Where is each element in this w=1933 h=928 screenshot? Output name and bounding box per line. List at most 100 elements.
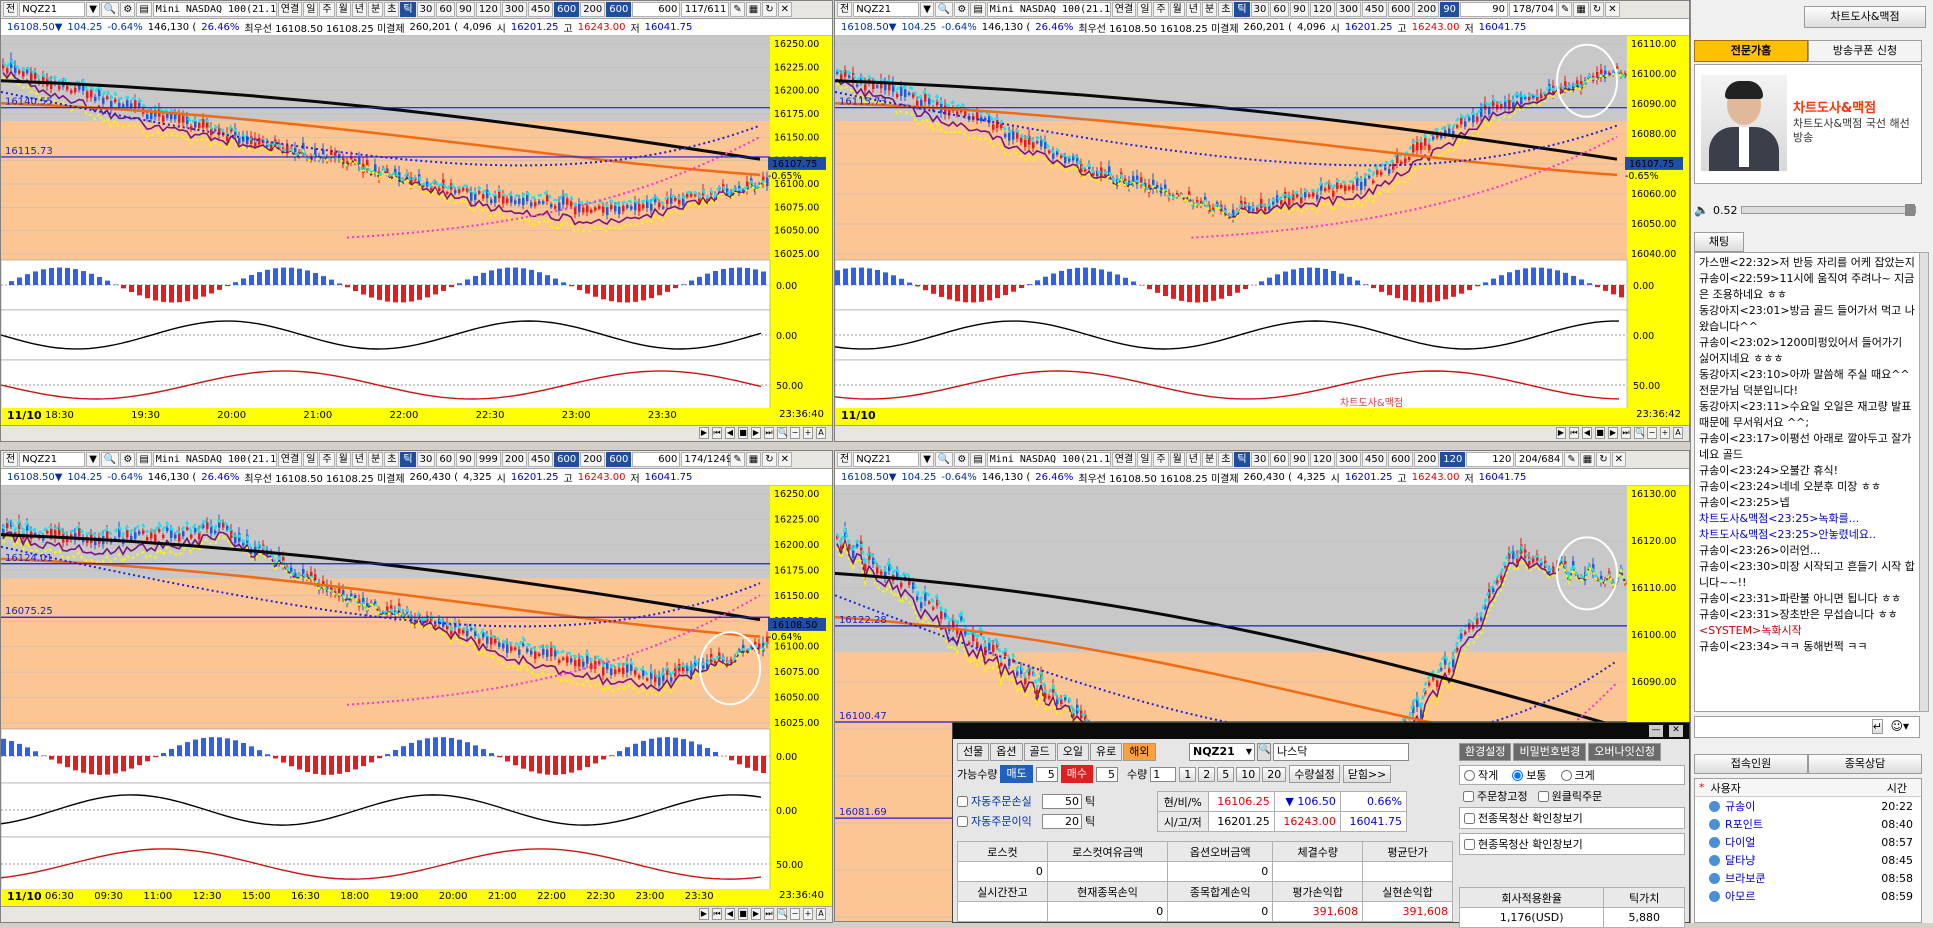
- next-icon[interactable]: ▶: [751, 908, 761, 920]
- tab-consult[interactable]: 종목상담: [1808, 754, 1922, 774]
- zoom-out-icon[interactable]: −: [790, 427, 800, 439]
- play-icon[interactable]: ▶: [699, 427, 709, 439]
- price-chart[interactable]: 16250.0016225.0016200.0016175.0016150.00…: [1, 486, 833, 891]
- market-tab-1[interactable]: 옵션: [990, 743, 1022, 761]
- period-type-6[interactable]: 초: [384, 2, 399, 17]
- chart-full-toggle[interactable]: 전: [3, 2, 18, 17]
- dropdown-icon[interactable]: ▼: [920, 2, 934, 17]
- period-type-6[interactable]: 초: [1218, 2, 1233, 17]
- period-200[interactable]: 200: [1414, 2, 1439, 17]
- period-type-7[interactable]: 틱: [400, 452, 415, 467]
- stop-icon[interactable]: ■: [1595, 427, 1605, 439]
- period-60[interactable]: 60: [1270, 2, 1289, 17]
- prev-icon[interactable]: ◀: [725, 427, 735, 439]
- period-type-3[interactable]: 월: [1170, 452, 1185, 467]
- period-90[interactable]: 90: [1290, 2, 1309, 17]
- emoji-icon[interactable]: ☺▾: [1890, 719, 1909, 733]
- minimize-icon[interactable]: —: [1649, 725, 1663, 737]
- period-type-1[interactable]: 일: [1137, 452, 1152, 467]
- period-type-3[interactable]: 월: [1170, 2, 1185, 17]
- zoom-icon[interactable]: 🔍: [1634, 427, 1644, 439]
- order-setting-button-1[interactable]: 비밀번호변경: [1513, 743, 1586, 761]
- market-tab-3[interactable]: 오일: [1057, 743, 1089, 761]
- size-radio[interactable]: [1561, 770, 1572, 781]
- prev-icon[interactable]: ◀: [1582, 427, 1592, 439]
- period-200[interactable]: 200: [1414, 452, 1439, 467]
- period-type-1[interactable]: 일: [303, 452, 318, 467]
- edit-icon[interactable]: ✎: [1558, 2, 1572, 17]
- list-icon[interactable]: ▤: [970, 2, 985, 17]
- period-type-4[interactable]: 년: [352, 452, 367, 467]
- qty-preset-button[interactable]: 20: [1262, 767, 1286, 782]
- size-radio[interactable]: [1512, 770, 1523, 781]
- qty-preset-button[interactable]: 10: [1236, 767, 1260, 782]
- period-type-3[interactable]: 월: [336, 452, 351, 467]
- period-450[interactable]: 450: [1362, 452, 1387, 467]
- zoom-in-icon[interactable]: +: [803, 427, 813, 439]
- period-type-1[interactable]: 일: [303, 2, 318, 17]
- period-120[interactable]: 120: [1440, 452, 1465, 467]
- loss-tick-input[interactable]: 50: [1042, 794, 1082, 809]
- period-type-2[interactable]: 주: [319, 452, 334, 467]
- play-icon[interactable]: ▶: [699, 908, 709, 920]
- chart-full-toggle[interactable]: 전: [3, 452, 18, 467]
- period-120[interactable]: 120: [1310, 452, 1335, 467]
- period-type-2[interactable]: 주: [1153, 2, 1168, 17]
- period-type-7[interactable]: 틱: [1234, 2, 1249, 17]
- tab-members[interactable]: 접속인원: [1694, 754, 1808, 774]
- list-icon[interactable]: ▤: [970, 452, 985, 467]
- chat-scrollbar[interactable]: [1919, 252, 1929, 712]
- bar-count-input[interactable]: 600: [632, 452, 680, 467]
- period-300[interactable]: 300: [1336, 2, 1361, 17]
- play-icon[interactable]: ▶: [1556, 427, 1566, 439]
- bar-count-input[interactable]: 90: [1460, 2, 1508, 17]
- market-tab-5[interactable]: 해외: [1123, 743, 1155, 761]
- market-tab-0[interactable]: 선물: [957, 743, 989, 761]
- close-icon[interactable]: ✕: [1605, 2, 1619, 17]
- auto-icon[interactable]: A: [816, 427, 826, 439]
- list-icon[interactable]: ▤: [136, 452, 151, 467]
- refresh-icon[interactable]: ↻: [1590, 2, 1604, 17]
- period-60[interactable]: 60: [1270, 452, 1289, 467]
- cur-liquidate-checkbox[interactable]: [1464, 839, 1475, 850]
- search-icon[interactable]: 🔍: [101, 452, 119, 467]
- grid-icon[interactable]: ▦: [1573, 2, 1588, 17]
- one-click-checkbox[interactable]: [1538, 791, 1549, 802]
- stop-icon[interactable]: ■: [738, 908, 748, 920]
- chat-input[interactable]: ↵ ☺▾: [1694, 716, 1920, 738]
- period-type-0[interactable]: 연결: [1112, 452, 1136, 467]
- period-type-4[interactable]: 년: [1186, 2, 1201, 17]
- symbol-select[interactable]: NQZ21▼: [1189, 743, 1255, 761]
- search-icon[interactable]: 🔍: [101, 2, 119, 17]
- first-icon[interactable]: ⏮: [712, 908, 722, 920]
- period-200[interactable]: 200: [580, 2, 605, 17]
- first-icon[interactable]: ⏮: [1569, 427, 1579, 439]
- zoom-in-icon[interactable]: +: [1660, 427, 1670, 439]
- tab-expert-home[interactable]: 전문가홈: [1694, 40, 1808, 62]
- period-300[interactable]: 300: [1336, 452, 1361, 467]
- close-icon[interactable]: ✕: [778, 2, 792, 17]
- price-chart[interactable]: 16110.0016100.0016090.0016080.0016070.00…: [835, 36, 1690, 410]
- zoom-in-icon[interactable]: +: [803, 908, 813, 920]
- period-30[interactable]: 30: [417, 452, 436, 467]
- period-type-2[interactable]: 주: [319, 2, 334, 17]
- period-60[interactable]: 60: [436, 452, 455, 467]
- period-type-0[interactable]: 연결: [278, 452, 302, 467]
- period-450[interactable]: 450: [528, 452, 553, 467]
- period-120[interactable]: 120: [476, 2, 501, 17]
- period-200[interactable]: 200: [580, 452, 605, 467]
- last-icon[interactable]: ⏭: [1621, 427, 1631, 439]
- period-type-3[interactable]: 월: [336, 2, 351, 17]
- period-type-6[interactable]: 초: [1218, 452, 1233, 467]
- enter-icon[interactable]: ↵: [1872, 719, 1883, 734]
- list-icon[interactable]: ▤: [136, 2, 151, 17]
- period-type-5[interactable]: 분: [368, 452, 383, 467]
- period-90[interactable]: 90: [456, 452, 475, 467]
- stop-icon[interactable]: ■: [738, 427, 748, 439]
- dropdown-icon[interactable]: ▼: [86, 2, 100, 17]
